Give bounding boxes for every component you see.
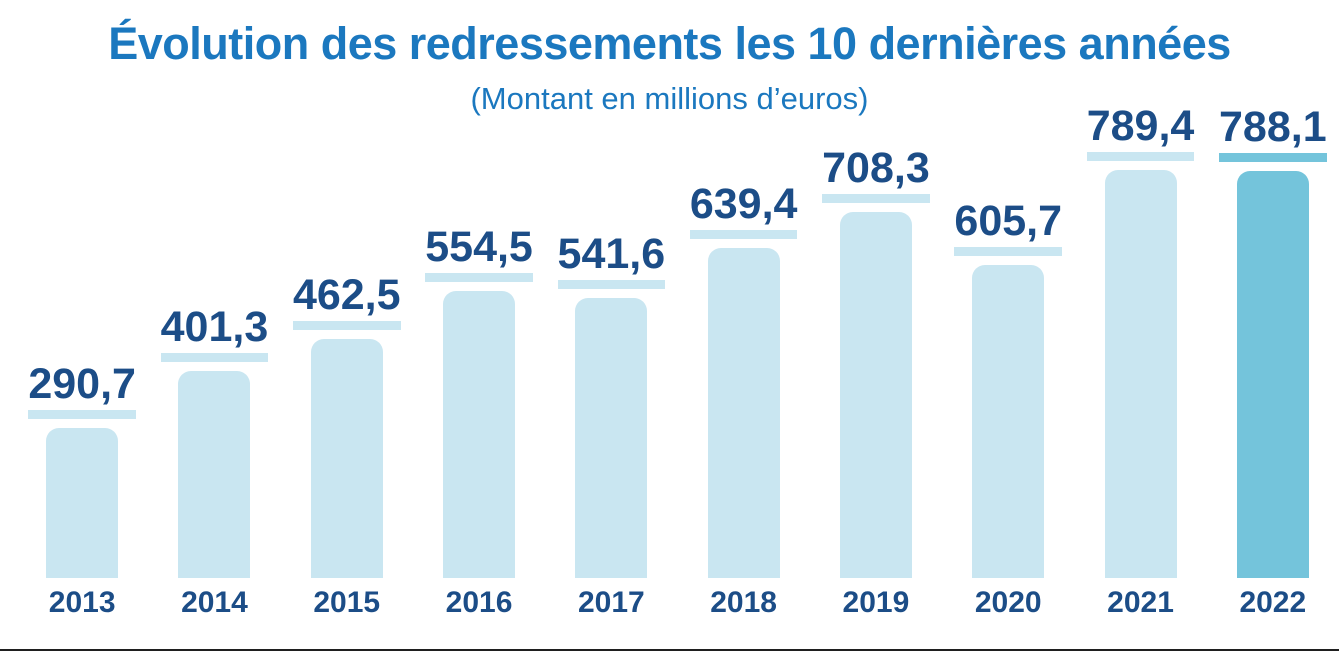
bar-value-label-2013: 290,7 — [28, 363, 136, 419]
bar-value-label-2022: 788,1 — [1219, 106, 1327, 162]
value-text: 290,7 — [28, 360, 136, 408]
bar-2016 — [443, 291, 516, 578]
x-axis-label-2021: 2021 — [1107, 586, 1174, 619]
value-text: 541,6 — [557, 230, 666, 278]
bar-2020 — [972, 265, 1045, 578]
bar-column-2019: 708,3 — [810, 147, 942, 578]
x-axis-label-2015: 2015 — [313, 586, 381, 619]
bottom-border-line — [0, 649, 1339, 651]
value-text: 401,3 — [160, 303, 269, 351]
x-axis: 2013 2014 2015 2016 2017 2018 2019 2020 2021 2022 — [16, 586, 1339, 620]
bar-column-2017: 541,6 — [545, 233, 677, 578]
x-axis-label-2016: 2016 — [445, 586, 513, 619]
bar-2013 — [46, 428, 119, 578]
value-underline — [28, 410, 136, 419]
bar-column-2014: 401,3 — [148, 306, 280, 578]
bar-column-2015: 462,5 — [281, 274, 413, 578]
x-axis-label-2017: 2017 — [577, 586, 645, 619]
bar-value-label-2020: 605,7 — [954, 197, 1063, 256]
value-text: 789,4 — [1086, 102, 1195, 150]
bar-value-label-2014: 401,3 — [160, 303, 269, 362]
bar-column-2021: 789,4 — [1074, 105, 1206, 578]
bar-column-2020: 605,7 — [942, 200, 1074, 578]
bar-2021 — [1104, 170, 1177, 578]
bar-value-label-2019: 708,3 — [822, 147, 930, 203]
bar-2022 — [1236, 171, 1309, 578]
value-text: 639,4 — [689, 180, 798, 228]
x-axis-label-2018: 2018 — [710, 586, 777, 619]
chart-title: Évolution des redressements les 10 derni… — [108, 18, 1231, 69]
bar-value-label-2018: 639,4 — [689, 180, 798, 239]
value-underline — [689, 230, 798, 239]
bar-column-2018: 639,4 — [677, 183, 809, 578]
bar-2014 — [178, 371, 251, 578]
value-underline — [822, 194, 930, 203]
value-underline — [1086, 152, 1195, 161]
value-text: 708,3 — [822, 144, 930, 192]
value-underline — [557, 280, 666, 289]
chart-subtitle: (Montant en millions d’euros) — [470, 81, 869, 116]
bar-value-label-2016: 554,5 — [425, 226, 533, 282]
bar-2019 — [839, 212, 912, 578]
bar-column-2013: 290,7 — [16, 363, 148, 578]
value-underline — [954, 247, 1063, 256]
value-underline — [425, 273, 533, 282]
x-axis-label-2014: 2014 — [181, 586, 248, 619]
bars-row: 290,7 401,3 462,5 554,5 541,6 639,4 708,3 605,7… — [16, 105, 1339, 578]
value-text: 554,5 — [425, 223, 533, 271]
bar-column-2016: 554,5 — [413, 226, 545, 578]
bar-2017 — [575, 298, 648, 578]
x-axis-label-2019: 2019 — [842, 586, 910, 619]
value-text: 462,5 — [292, 271, 401, 319]
bar-value-label-2017: 541,6 — [557, 230, 666, 289]
value-underline — [160, 353, 269, 362]
value-text: 605,7 — [954, 197, 1063, 245]
bar-value-label-2015: 462,5 — [292, 271, 401, 330]
value-underline — [1219, 153, 1327, 162]
bar-column-2022: 788,1 — [1207, 106, 1339, 578]
x-axis-label-2020: 2020 — [974, 586, 1042, 619]
value-underline — [292, 321, 401, 330]
value-text: 788,1 — [1219, 103, 1327, 151]
x-axis-label-2022: 2022 — [1239, 586, 1307, 619]
bar-2018 — [707, 248, 780, 578]
x-axis-label-2013: 2013 — [48, 586, 116, 619]
bar-value-label-2021: 789,4 — [1086, 102, 1195, 161]
bar-2015 — [310, 339, 383, 578]
